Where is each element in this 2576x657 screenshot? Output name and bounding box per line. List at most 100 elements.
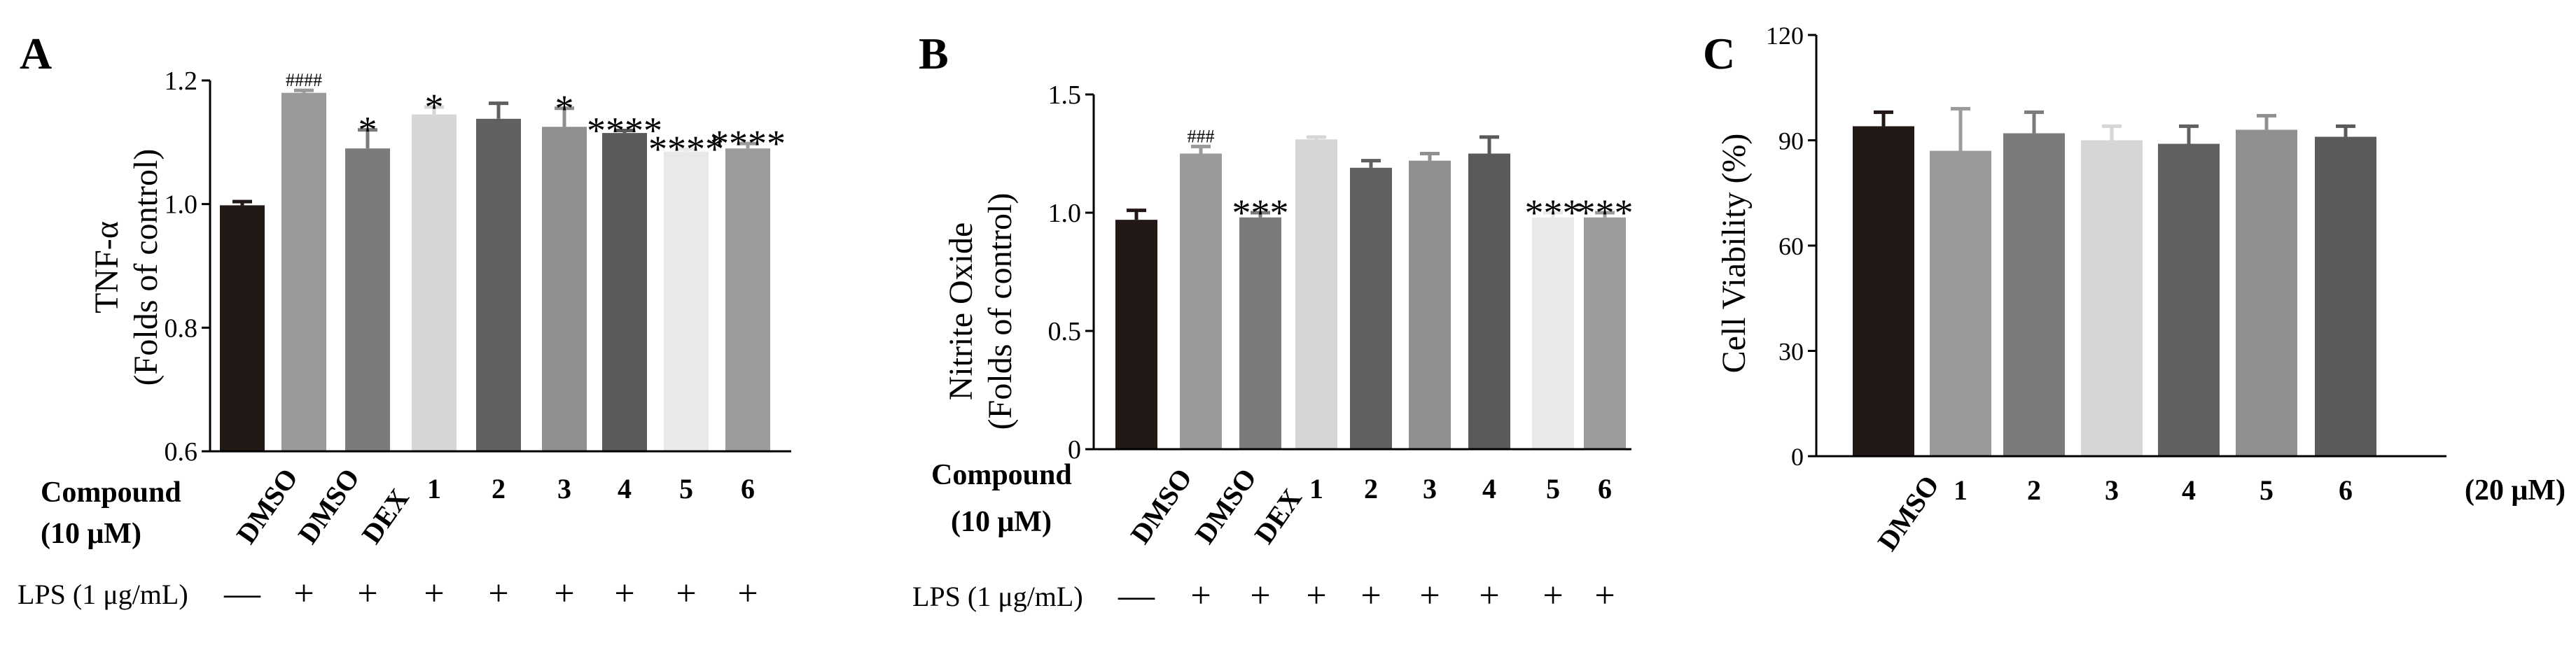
panel-c-bar: [2236, 129, 2297, 456]
panel-a-ytick-label: 0.6: [165, 437, 198, 467]
panel-b-bar: [1239, 217, 1281, 449]
panel-a-significance-mark: ****: [587, 110, 662, 152]
panel-a-category-label: 4: [618, 473, 632, 504]
panel-a-significance-mark: ####: [286, 70, 322, 90]
panel-a-compound-label-line1: Compound: [41, 476, 181, 509]
panel-c-ytick-label: 90: [1778, 127, 1804, 155]
panel-a-bar: [664, 151, 709, 452]
panel-c-category-label: 1: [1954, 474, 1968, 506]
panel-a-ytick-label: 1.2: [165, 66, 198, 96]
panel-a-label: A: [20, 29, 52, 78]
panel-c-bars: DMSO 1 2 3 4 5 6: [1853, 106, 2376, 556]
panel-b-bar: [1350, 167, 1392, 449]
panel-b-lps-mark: +: [1543, 576, 1563, 616]
panel-c-category-label: 5: [2260, 474, 2274, 506]
panel-b-ytick-label: 1.5: [1048, 80, 1082, 110]
panel-a-ytick-label: 0.8: [165, 313, 198, 343]
panel-b-significance-mark: ###: [1188, 126, 1215, 146]
panel-b-bar: [1468, 153, 1510, 449]
panel-b-lps-mark: +: [1419, 576, 1440, 616]
panel-b-ylabel-line2: (Folds of control): [982, 193, 1019, 430]
panel-b-lps-mark: +: [1594, 576, 1615, 616]
panel-a-lps-row: — + + + + + + + +: [223, 574, 758, 614]
panel-a-lps-mark: +: [424, 574, 444, 614]
panel-b-bars: DMSO ### DMSO *** DEX 1 2 3 4 *** 5 *** 6: [1115, 126, 1634, 549]
panel-c-ytick-label: 0: [1791, 443, 1804, 471]
panel-c-bar: [2158, 143, 2220, 456]
panel-a-significance-mark: *: [358, 109, 377, 151]
panel-b-bar: [1532, 217, 1574, 449]
panel-c-category-label: DMSO: [1872, 469, 1946, 556]
panel-a-bar: [725, 148, 770, 451]
panel-a-compound-label-line2: (10 μM): [41, 518, 141, 550]
panel-c-bar: [2081, 140, 2143, 456]
panel-a-category-label: DMSO: [230, 462, 305, 549]
panel-c-category-label: 4: [2182, 474, 2196, 506]
panel-b-category-label: 1: [1309, 473, 1323, 504]
panel-b-bar: [1180, 153, 1222, 449]
panel-b-category-label: 2: [1364, 473, 1378, 504]
panel-c-yticks: 0 30 60 90 120: [1766, 22, 1816, 471]
panel-b-compound-label-line2: (10 μM): [951, 506, 1052, 538]
panel-b-bar: [1295, 139, 1337, 449]
panel-c: C Cell Viability (%) 0 30 60 90 120 DMSO 1 2 3 4…: [1703, 22, 2565, 556]
panel-b-lps-mark: +: [1306, 576, 1326, 616]
panel-a-significance-mark: ****: [710, 122, 786, 164]
panel-b-ytick-label: 0.5: [1048, 317, 1082, 346]
panel-b-bar: [1409, 160, 1451, 449]
panel-b-lps-row: — + + + + + + + +: [1118, 576, 1615, 616]
panel-b-significance-mark: ***: [1525, 192, 1582, 234]
panel-a-significance-mark: *: [555, 87, 574, 129]
panel-a-category-label: 1: [427, 473, 441, 504]
panel-a-bar: [345, 148, 390, 451]
panel-b-lps-mark: +: [1250, 576, 1270, 616]
panel-a-lps-mark: +: [488, 574, 508, 614]
panel-b-yticks: 0 0.5 1.0 1.5: [1048, 80, 1094, 465]
panel-b-ytick-label: 0: [1068, 435, 1081, 465]
panel-a-lps-mark: +: [357, 574, 377, 614]
panel-c-bar: [2315, 136, 2376, 456]
panel-b-lps-mark: —: [1118, 576, 1155, 616]
panel-b-bar: [1584, 217, 1626, 449]
panel-c-ytick-label: 120: [1766, 22, 1804, 50]
panel-b: B Nitrite Oxide (Folds of control) 0 0.5 1…: [912, 29, 1634, 616]
panel-a-lps-mark: +: [737, 574, 758, 614]
panel-a-ytick-label: 1.0: [165, 190, 198, 220]
panel-b-category-label: 4: [1482, 473, 1496, 504]
panel-b-category-label: DMSO: [1125, 462, 1199, 549]
panel-a-category-label: 5: [679, 473, 693, 504]
panel-a-lps-mark: —: [223, 574, 261, 614]
panel-b-ylabel-line1: Nitrite Oxide: [942, 222, 980, 401]
panel-b-ytick-label: 1.0: [1048, 199, 1082, 228]
panel-c-category-label: 2: [2027, 474, 2041, 506]
panel-a-category-label: 6: [741, 473, 755, 504]
panel-a-yticks: 0.6 0.8 1.0 1.2: [165, 66, 210, 467]
panel-b-bar: [1115, 220, 1157, 449]
panel-b-lps-mark: +: [1479, 576, 1499, 616]
panel-a-category-label: DMSO: [292, 462, 366, 549]
panel-a-lps-mark: +: [676, 574, 696, 614]
panel-b-lps-mark: +: [1360, 576, 1381, 616]
panel-a-category-label: 2: [492, 473, 506, 504]
panel-a-bar: [602, 133, 647, 452]
panel-c-ylabel: Cell Viability (%): [1715, 134, 1753, 374]
panel-a-lps-mark: +: [554, 574, 574, 614]
panel-b-lps-label: LPS (1 μg/mL): [912, 581, 1083, 612]
panel-b-category-label: DEX: [1248, 483, 1308, 549]
panel-c-bar: [1930, 150, 1991, 457]
panel-a-ylabel-line2: (Folds of control): [127, 149, 165, 386]
panel-c-bar: [2003, 133, 2065, 456]
panel-a: A TNF-α (Folds of control) 0.60.81.01.2 …: [18, 29, 791, 614]
panel-b-category-label: 5: [1546, 473, 1560, 504]
panel-a-bars: DMSO #### DMSO * DEX * 1 2 * 3 **** 4 **** 5 **** 6: [220, 70, 786, 549]
panel-a-category-label: 3: [557, 473, 571, 504]
panel-a-bar: [542, 127, 587, 451]
panel-a-bar: [476, 118, 521, 451]
panel-c-category-label: 3: [2105, 474, 2119, 506]
panel-a-lps-mark: +: [293, 574, 314, 614]
panel-a-significance-mark: *: [425, 86, 444, 128]
panel-c-category-label: 6: [2339, 474, 2353, 506]
panel-b-significance-mark: ***: [1577, 192, 1634, 234]
panel-c-ytick-label: 60: [1778, 232, 1804, 260]
